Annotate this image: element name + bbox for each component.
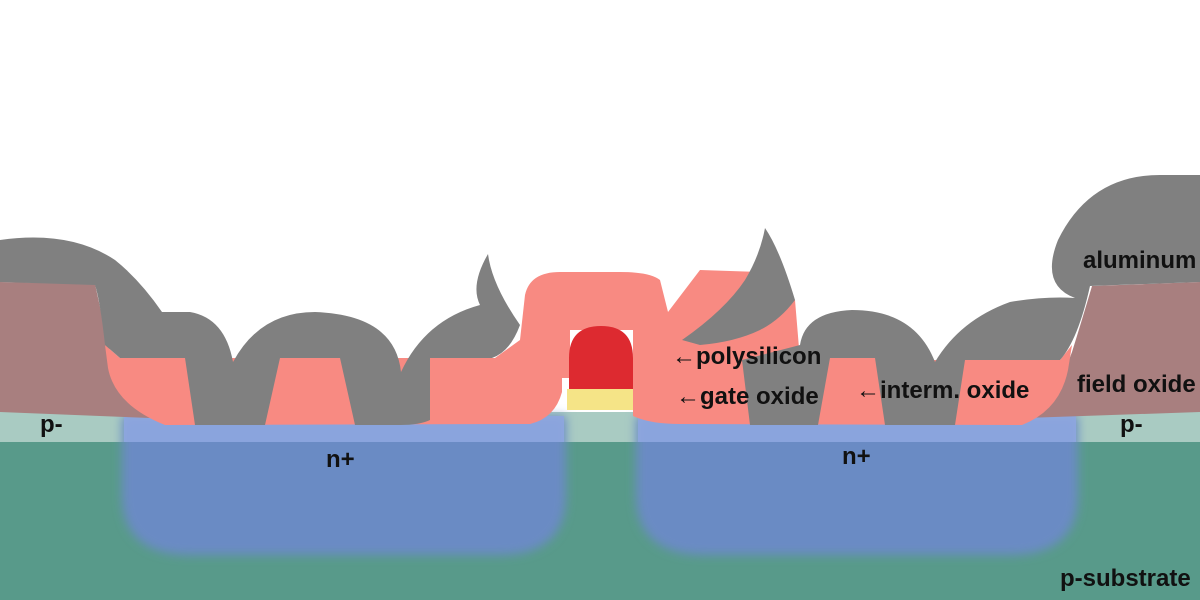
aluminum-layer — [0, 237, 520, 425]
label-field-oxide: field oxide — [1077, 371, 1196, 398]
n-plus-regions — [122, 416, 1078, 555]
label-p-minus-left: p- — [40, 411, 63, 438]
aluminum-center-spike — [682, 228, 795, 345]
n-plus-left-region — [122, 416, 566, 555]
label-aluminum: aluminum — [1083, 247, 1196, 274]
field-oxide-left — [0, 282, 150, 418]
label-gate-oxide: ←gate oxide — [676, 383, 819, 410]
label-polysilicon: ←polysilicon — [672, 343, 821, 370]
aluminum-right-contacts — [742, 175, 1200, 425]
gate-oxide — [567, 389, 633, 410]
label-p-substrate: p-substrate — [1060, 565, 1191, 592]
field-oxide-right — [1025, 282, 1200, 418]
label-n-plus-right: n+ — [842, 443, 871, 470]
label-n-plus-left: n+ — [326, 446, 355, 473]
polysilicon-gate — [569, 326, 633, 389]
label-p-minus-right: p- — [1120, 411, 1143, 438]
label-interm-oxide: ←interm. oxide — [856, 377, 1029, 404]
n-plus-right-region — [636, 416, 1078, 555]
